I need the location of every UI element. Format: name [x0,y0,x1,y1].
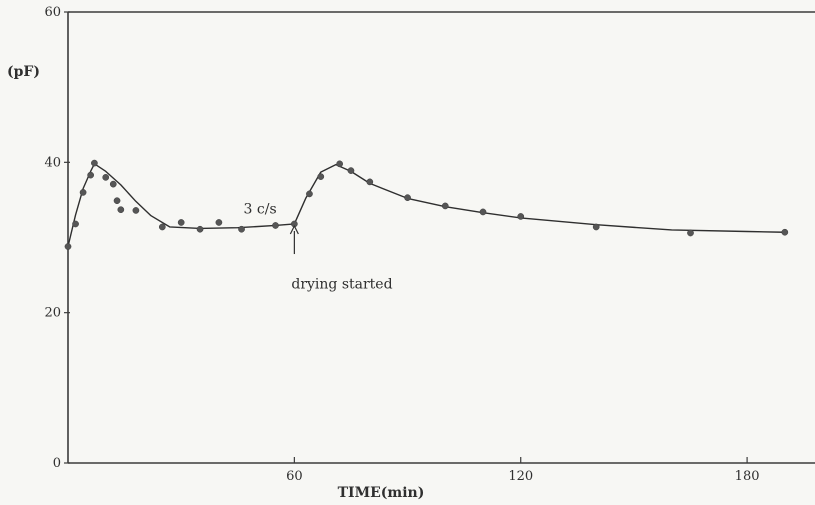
data-point [347,167,355,174]
data-point [109,180,117,188]
data-point [102,174,110,181]
data-point [79,189,87,196]
data-points-layer [64,159,789,250]
data-point [72,220,79,228]
data-point [479,208,487,216]
data-point [113,197,121,205]
frequency-annotation: 3 c/s [244,201,277,217]
trend-curve [67,163,786,248]
data-point [117,206,125,214]
data-point [441,202,449,210]
data-point [158,223,166,231]
data-point [177,219,185,226]
x-axis-label: TIME(min) [338,485,425,501]
data-point [196,225,204,233]
data-point [517,213,525,220]
drying-started-annotation: drying started [291,276,392,292]
x-tick-label: 120 [508,469,533,484]
data-point [781,228,789,236]
data-point [215,219,223,226]
y-tick-label: 40 [44,155,61,170]
data-point [87,171,94,179]
data-point [687,229,694,237]
data-point [91,159,98,167]
x-tick-label: 180 [735,469,760,484]
x-tick-label: 60 [286,469,303,484]
axis-ticks: 0 20 40 60 60 120 180 [44,5,759,484]
data-point [404,194,411,202]
y-tick-label: 20 [44,306,61,321]
data-point [592,223,600,231]
drying-start-arrow-head [289,225,299,235]
data-point [238,225,245,233]
chart-labels: (pF) TIME(min) [7,64,424,501]
data-point [272,222,279,229]
data-point [317,173,325,180]
data-point [366,178,374,186]
data-point [306,190,313,198]
data-point [64,243,72,250]
y-tick-label: 60 [44,5,61,20]
y-tick-label: 0 [53,456,61,471]
plot-frame [67,11,815,464]
y-axis-label: (pF) [7,64,40,80]
chart-annotations: 3 c/s drying started [244,201,393,292]
data-point [336,160,343,168]
data-point [132,207,140,214]
trend-curve-layer [67,163,786,248]
